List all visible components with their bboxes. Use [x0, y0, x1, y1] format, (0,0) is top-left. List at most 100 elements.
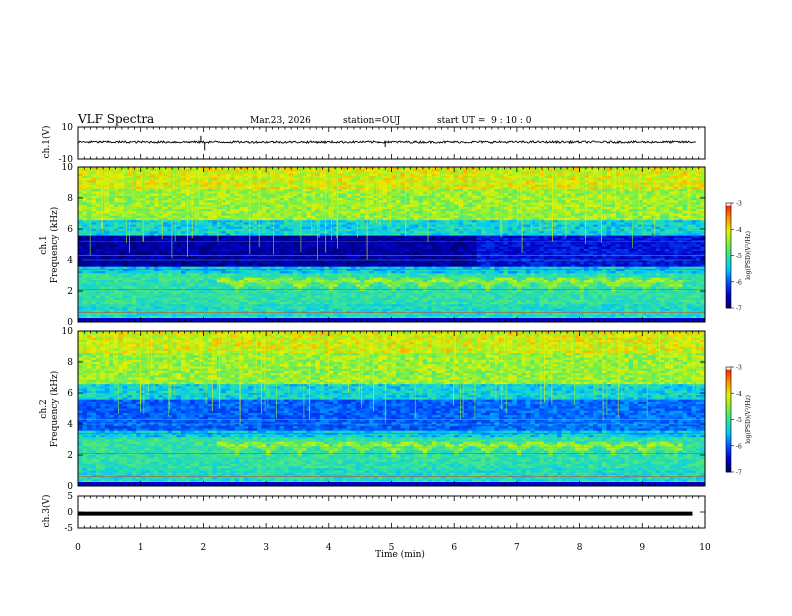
spectrogram-cell [243, 217, 249, 221]
spectrogram-cell [288, 306, 294, 310]
spectrogram-cell [234, 237, 240, 241]
spectrogram-cell [176, 202, 182, 206]
spectrogram-cell [176, 171, 182, 175]
spectrogram-cell [91, 244, 97, 248]
spectrogram-cell [230, 215, 236, 219]
spectrogram-cell [270, 253, 276, 257]
spectrogram-cell [172, 200, 178, 203]
spectrogram-cell [270, 169, 276, 172]
spectrogram-cell [100, 310, 106, 314]
spectrogram-cell [86, 264, 92, 268]
spectrogram-cell [82, 244, 88, 248]
spectrogram-cell [230, 310, 236, 314]
spectrogram-cell [270, 277, 276, 281]
panels-layer: 0 1 2 3 4 5 6 7 8 9 1010-100246810024681050-5-3-4-… [59, 123, 753, 553]
spectrogram-cell [140, 284, 146, 288]
spectrogram-cell [198, 268, 204, 272]
spectrogram-cell [221, 200, 227, 203]
spectrogram-cell [212, 175, 218, 179]
spectrogram-cell [163, 202, 169, 206]
spectrogram-cell [257, 284, 263, 288]
spectrogram-cell [176, 226, 182, 230]
spectrogram-cell [122, 209, 128, 212]
spectrogram-cell [248, 260, 254, 263]
spectrogram-cell [248, 279, 254, 283]
spectrogram-cell [239, 167, 245, 170]
spectrogram-cell [234, 304, 240, 307]
spectrogram-cell [270, 171, 276, 175]
spectrogram-cell [176, 204, 182, 208]
spectrogram-cell [266, 273, 272, 276]
spectrogram-cell [86, 215, 92, 219]
spectrogram-cell [78, 257, 83, 261]
spectrogram-cell [136, 297, 142, 301]
spectrogram-cell [78, 215, 83, 219]
spectrogram-cell [82, 217, 88, 221]
spectrogram-cell [149, 175, 155, 179]
spectrogram-cell [189, 277, 195, 281]
spectrogram-cell [306, 257, 312, 261]
spectrogram-cell [118, 224, 124, 228]
spectrogram-cell [203, 279, 209, 283]
spectrogram-cell [221, 297, 227, 301]
spectrogram-cell [78, 248, 83, 252]
spectrogram-cell [270, 178, 276, 181]
spectrogram-cell [82, 279, 88, 283]
spectrogram-cell [172, 244, 178, 248]
spectrogram-cell [315, 268, 321, 272]
spectrogram-cell [275, 288, 281, 292]
spectrogram-cell [230, 226, 236, 230]
spectrogram-cell [216, 180, 222, 183]
spectrogram-cell [95, 191, 101, 195]
spectrogram-cell [230, 209, 236, 212]
spectrogram-cell [239, 178, 245, 181]
spectrogram-cell [181, 202, 186, 206]
spectrogram-cell [324, 191, 330, 195]
spectrogram-cell [154, 222, 160, 226]
spectrogram-cell [78, 224, 83, 228]
spectrogram-cell [118, 306, 124, 310]
spectrogram-cell [167, 313, 173, 316]
spectrogram-cell [198, 288, 204, 292]
spectrogram-cell [261, 277, 267, 281]
spectrogram-cell [149, 295, 155, 299]
spectrogram-cell [284, 189, 289, 192]
spectrogram-cell [140, 260, 146, 263]
spectrogram-cell [149, 173, 155, 177]
spectrogram-cell [239, 169, 245, 172]
spectrogram-cell [328, 244, 334, 248]
spectrogram-cell [136, 167, 142, 170]
spectrogram-cell [181, 297, 186, 301]
spectrogram-cell [266, 262, 272, 265]
spectrogram-cell [306, 310, 312, 314]
spectrogram-cell [310, 204, 316, 208]
spectrogram-cell [306, 255, 312, 259]
spectrogram-cell [275, 180, 281, 183]
spectrogram-cell [257, 178, 263, 181]
spectrogram-cell [185, 189, 191, 192]
spectrogram-cell [78, 202, 83, 206]
spectrogram-cell [176, 279, 182, 283]
spectrogram-cell [181, 195, 186, 199]
spectrogram-cell [239, 217, 245, 221]
spectrogram-cell [275, 211, 281, 214]
spectrogram-cell [109, 299, 115, 303]
spectrogram-cell [284, 304, 289, 307]
spectrogram-cell [279, 237, 285, 241]
spectrogram-cell [248, 171, 254, 175]
spectrogram-cell [185, 257, 191, 261]
spectrogram-cell [181, 313, 186, 316]
spectrogram-cell [86, 202, 92, 206]
spectrogram-cell [239, 175, 245, 179]
spectrogram-cell [194, 231, 200, 234]
spectrogram-cell [279, 246, 285, 250]
spectrogram-cell [104, 297, 110, 301]
spectrogram-cell [109, 180, 115, 183]
spectrogram-cell [104, 313, 110, 316]
spectrogram-cell [78, 206, 83, 210]
spectrogram-cell [257, 253, 263, 257]
spectrogram-cell [270, 255, 276, 259]
spectrogram-cell [158, 310, 164, 314]
spectrogram-cell [113, 244, 119, 248]
spectrogram-cell [194, 217, 200, 221]
